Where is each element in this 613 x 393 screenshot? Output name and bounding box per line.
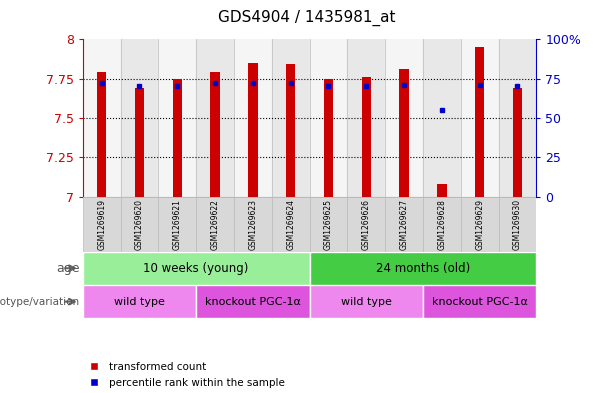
Text: knockout PGC-1α: knockout PGC-1α bbox=[432, 297, 528, 307]
Bar bbox=[362, 77, 371, 196]
Bar bbox=[172, 79, 182, 196]
Text: genotype/variation: genotype/variation bbox=[0, 297, 80, 307]
Bar bbox=[135, 88, 144, 196]
Text: GSM1269630: GSM1269630 bbox=[513, 199, 522, 250]
Bar bbox=[83, 196, 121, 252]
Bar bbox=[121, 196, 158, 252]
Bar bbox=[121, 39, 158, 197]
Bar bbox=[498, 39, 536, 197]
Text: 10 weeks (young): 10 weeks (young) bbox=[143, 262, 249, 275]
Bar bbox=[475, 47, 484, 196]
Bar bbox=[234, 196, 272, 252]
Bar bbox=[348, 39, 385, 197]
Bar bbox=[385, 39, 423, 197]
Bar bbox=[272, 196, 310, 252]
Bar bbox=[196, 285, 310, 318]
Text: GSM1269621: GSM1269621 bbox=[173, 199, 182, 250]
Bar bbox=[512, 88, 522, 196]
Text: GSM1269627: GSM1269627 bbox=[400, 199, 409, 250]
Bar bbox=[310, 285, 423, 318]
Bar bbox=[498, 196, 536, 252]
Bar bbox=[196, 39, 234, 197]
Bar bbox=[83, 252, 310, 285]
Text: 24 months (old): 24 months (old) bbox=[376, 262, 470, 275]
Bar bbox=[248, 63, 257, 196]
Bar bbox=[437, 184, 447, 196]
Bar bbox=[196, 196, 234, 252]
Text: GSM1269620: GSM1269620 bbox=[135, 199, 144, 250]
Bar bbox=[399, 69, 409, 196]
Text: wild type: wild type bbox=[114, 297, 165, 307]
Bar bbox=[272, 39, 310, 197]
Bar bbox=[461, 39, 498, 197]
Bar bbox=[83, 39, 121, 197]
Text: wild type: wild type bbox=[341, 297, 392, 307]
Text: age: age bbox=[56, 262, 80, 275]
Bar bbox=[348, 196, 385, 252]
Text: GDS4904 / 1435981_at: GDS4904 / 1435981_at bbox=[218, 9, 395, 26]
Text: GSM1269622: GSM1269622 bbox=[210, 199, 219, 250]
Legend: transformed count, percentile rank within the sample: transformed count, percentile rank withi… bbox=[88, 362, 284, 388]
Bar bbox=[234, 39, 272, 197]
Bar bbox=[210, 72, 220, 196]
Bar bbox=[423, 39, 461, 197]
Text: GSM1269629: GSM1269629 bbox=[475, 199, 484, 250]
Bar bbox=[423, 285, 536, 318]
Bar bbox=[310, 39, 348, 197]
Bar bbox=[324, 79, 333, 196]
Text: GSM1269624: GSM1269624 bbox=[286, 199, 295, 250]
Text: GSM1269619: GSM1269619 bbox=[97, 199, 106, 250]
Text: knockout PGC-1α: knockout PGC-1α bbox=[205, 297, 301, 307]
Text: GSM1269625: GSM1269625 bbox=[324, 199, 333, 250]
Bar bbox=[461, 196, 498, 252]
Bar bbox=[158, 196, 196, 252]
Bar bbox=[286, 64, 295, 196]
Bar bbox=[385, 196, 423, 252]
Bar bbox=[310, 252, 536, 285]
Bar bbox=[158, 39, 196, 197]
Bar bbox=[83, 285, 196, 318]
Text: GSM1269626: GSM1269626 bbox=[362, 199, 371, 250]
Bar bbox=[310, 196, 348, 252]
Text: GSM1269623: GSM1269623 bbox=[248, 199, 257, 250]
Text: GSM1269628: GSM1269628 bbox=[437, 199, 446, 250]
Bar bbox=[423, 196, 461, 252]
Bar bbox=[97, 72, 107, 196]
